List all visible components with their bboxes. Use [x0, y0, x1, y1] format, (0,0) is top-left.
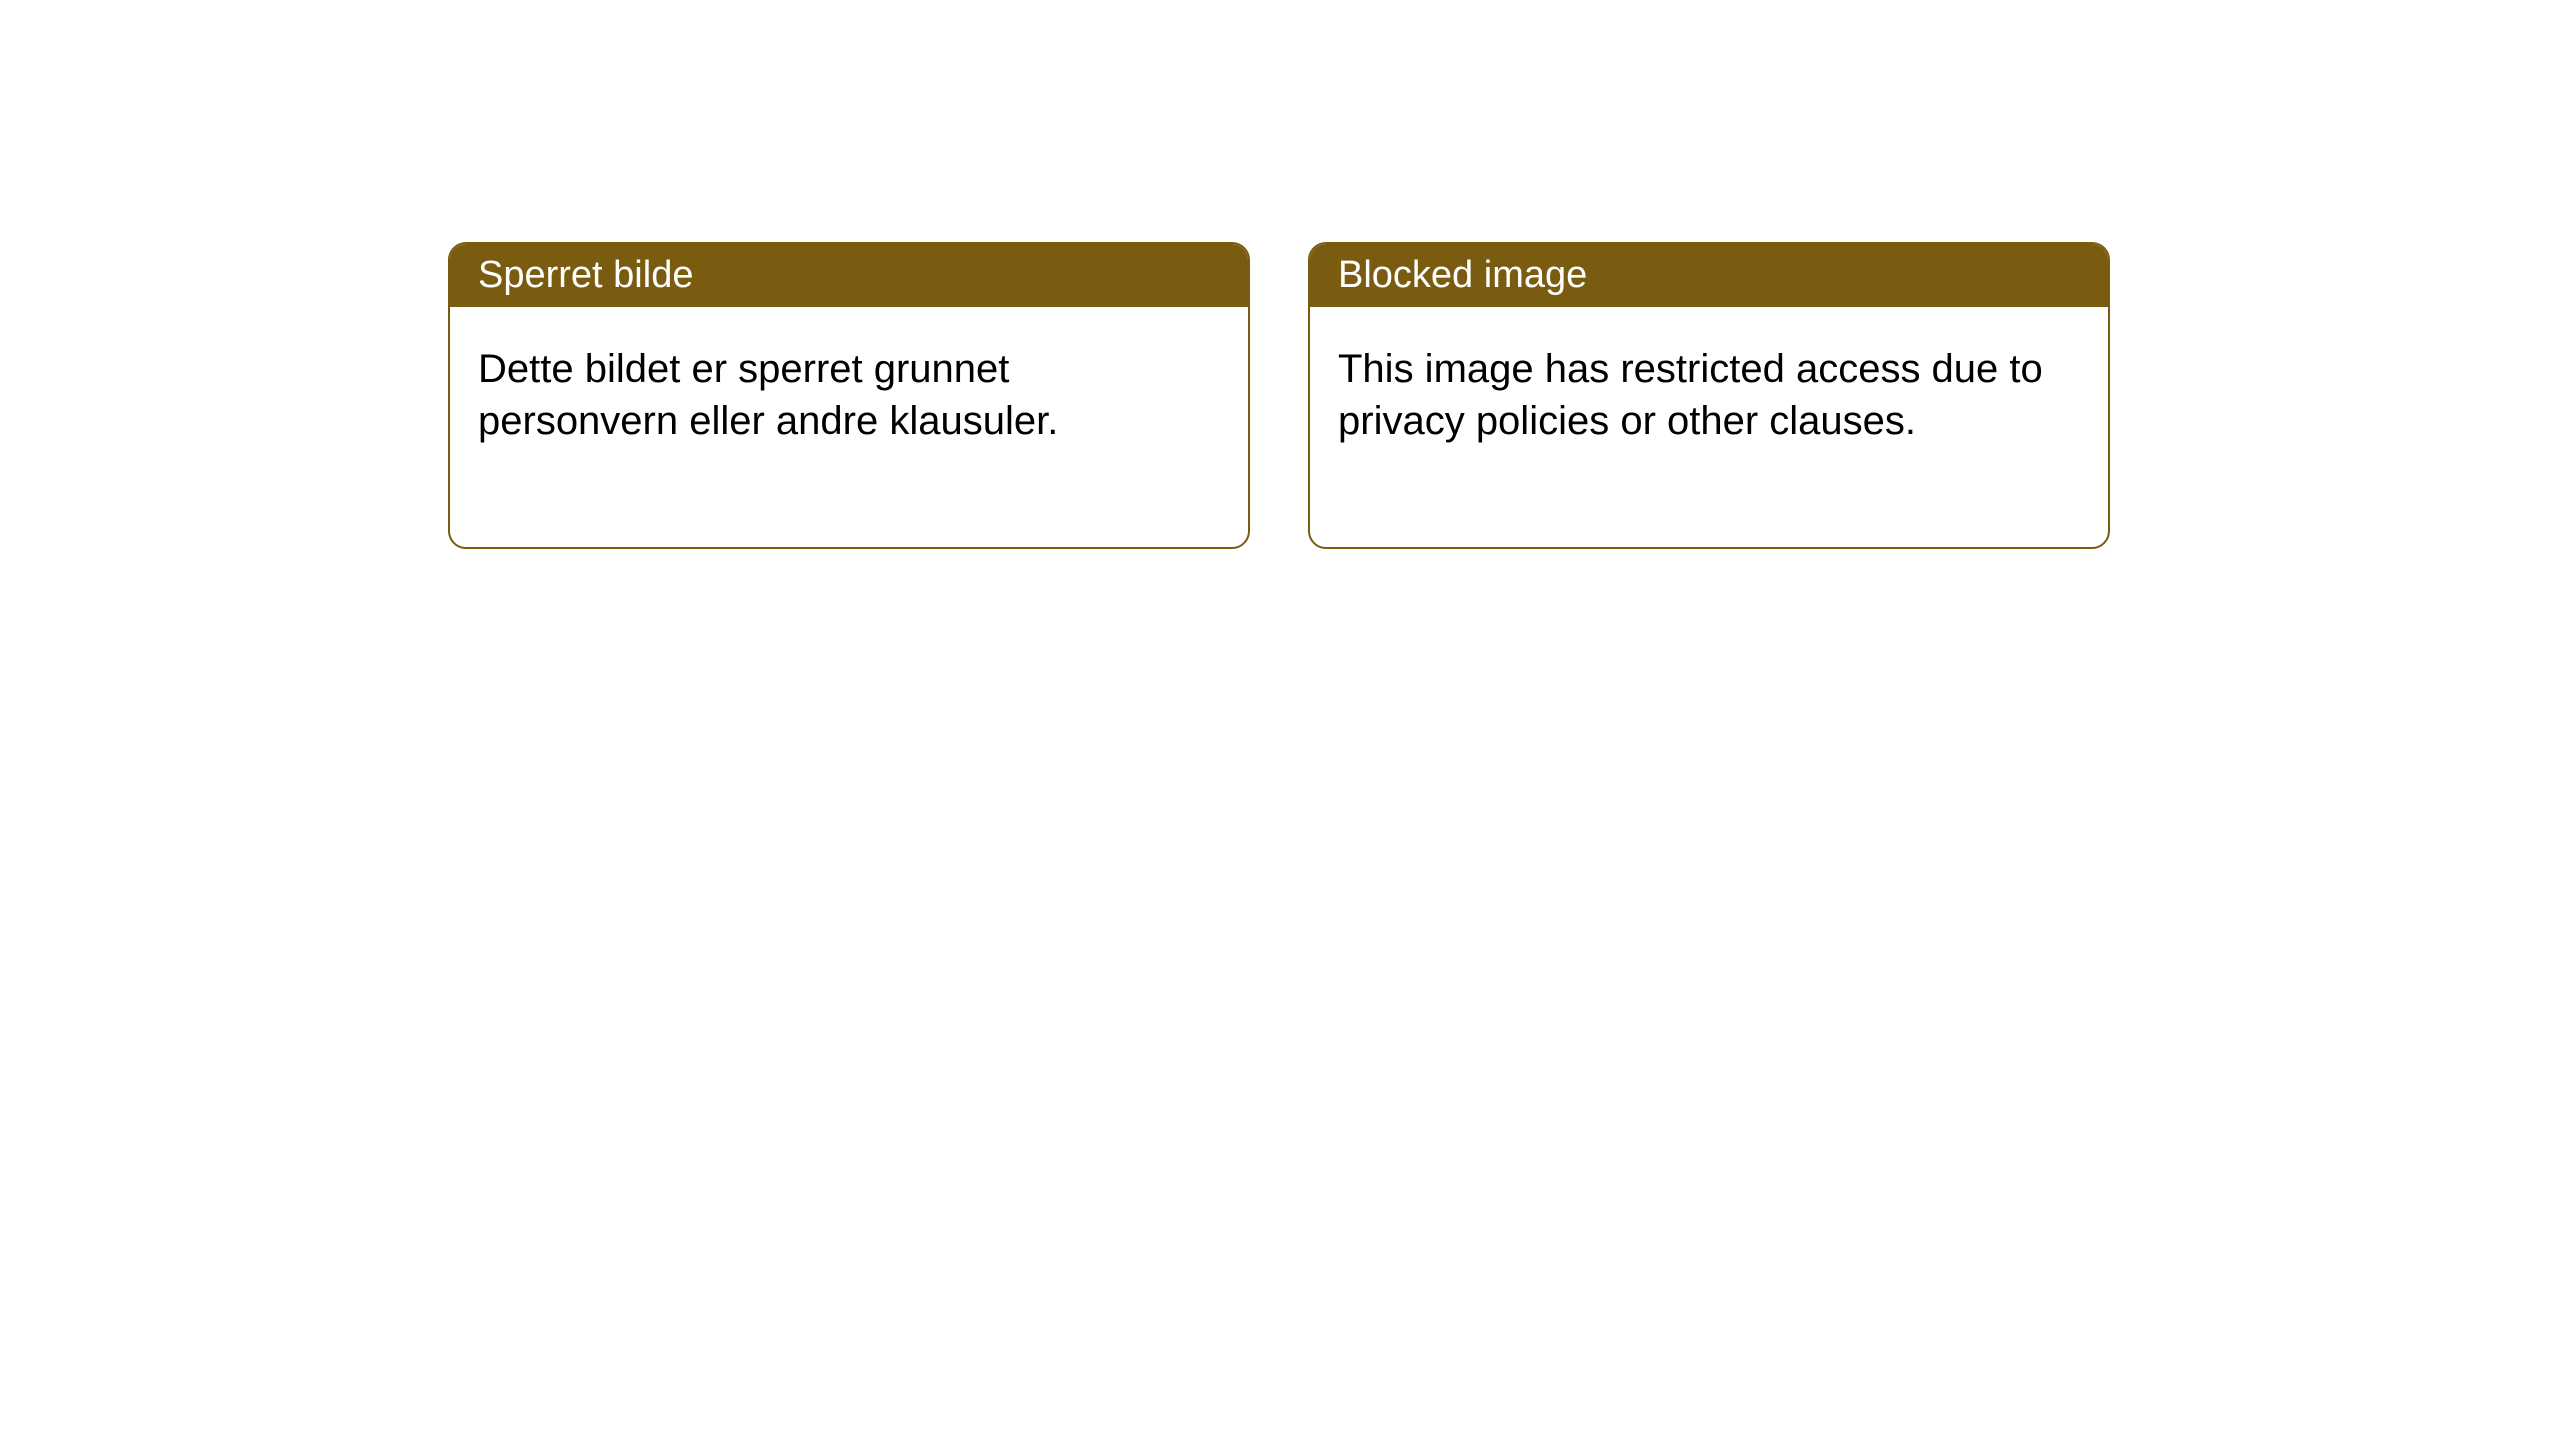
card-body: This image has restricted access due to …	[1310, 307, 2108, 547]
card-header: Blocked image	[1310, 244, 2108, 307]
card-body: Dette bildet er sperret grunnet personve…	[450, 307, 1248, 547]
card-title: Sperret bilde	[478, 254, 693, 296]
notice-card-english: Blocked image This image has restricted …	[1308, 242, 2110, 549]
card-body-text: This image has restricted access due to …	[1338, 347, 2043, 443]
notice-card-norwegian: Sperret bilde Dette bildet er sperret gr…	[448, 242, 1250, 549]
card-header: Sperret bilde	[450, 244, 1248, 307]
notice-container: Sperret bilde Dette bildet er sperret gr…	[448, 242, 2110, 549]
card-body-text: Dette bildet er sperret grunnet personve…	[478, 347, 1058, 443]
card-title: Blocked image	[1338, 254, 1587, 296]
